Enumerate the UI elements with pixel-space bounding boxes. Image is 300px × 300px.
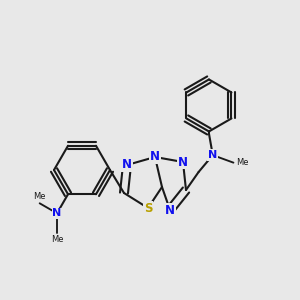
Text: N: N xyxy=(52,208,62,218)
Text: Me: Me xyxy=(236,158,249,167)
Text: Me: Me xyxy=(33,192,46,201)
Text: N: N xyxy=(165,203,175,217)
Text: N: N xyxy=(122,158,132,172)
Text: Me: Me xyxy=(51,235,63,244)
Text: N: N xyxy=(208,150,218,160)
Text: S: S xyxy=(144,202,152,214)
Text: N: N xyxy=(178,155,188,169)
Text: N: N xyxy=(150,151,160,164)
